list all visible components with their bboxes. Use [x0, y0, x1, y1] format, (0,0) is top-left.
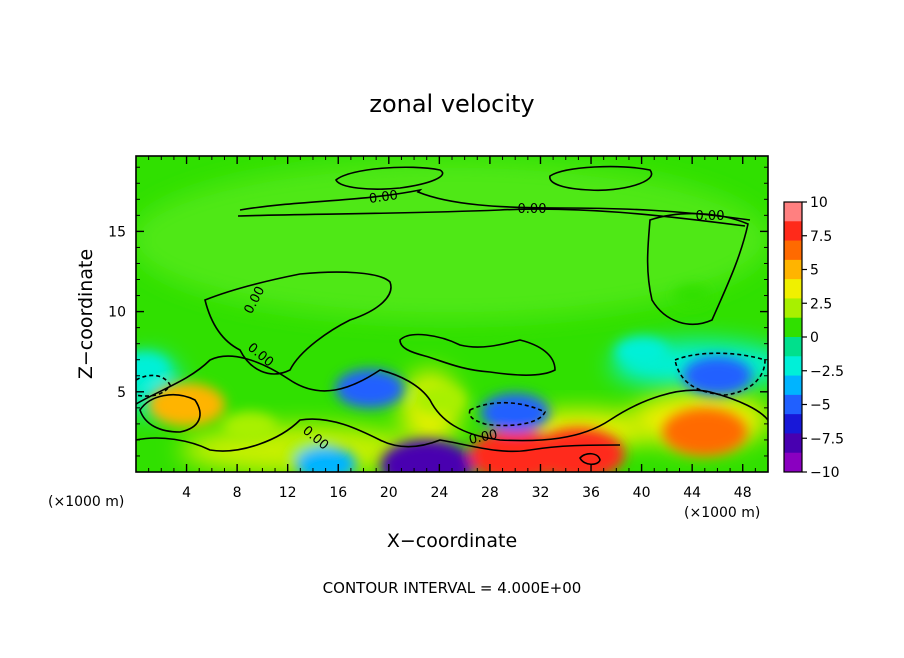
- x-tick-label: 40: [633, 485, 651, 501]
- colorbar-tick-label: −5: [810, 398, 831, 414]
- colorbar-swatch: [784, 375, 802, 396]
- field-feature: [223, 411, 277, 443]
- colorbar-swatch: [784, 279, 802, 299]
- x-tick-label: 24: [430, 485, 448, 501]
- field-feature: [335, 369, 405, 409]
- x-tick-label: 36: [582, 485, 600, 501]
- contour-red-left: [139, 394, 201, 433]
- x-axis-title: X−coordinate: [387, 530, 517, 552]
- x-tick-label: 8: [233, 485, 242, 501]
- colorbar-tick-label: 10: [810, 195, 828, 211]
- chart-title: zonal velocity: [369, 90, 534, 118]
- field-upper-light: [136, 160, 768, 320]
- x-tick-label: 4: [182, 485, 191, 501]
- colorbar-tick-label: 5: [810, 263, 819, 279]
- colorbar-tick-label: −7.5: [810, 431, 844, 447]
- x-unit-left: (×1000 m): [48, 494, 124, 510]
- colorbar-tick-label: −10: [810, 465, 840, 481]
- colorbar-swatch: [784, 202, 802, 222]
- y-tick-label: 15: [108, 224, 126, 240]
- contour-label: 0.00: [468, 427, 499, 448]
- x-tick-label: 20: [380, 485, 398, 501]
- colorbar-swatch: [784, 317, 802, 338]
- x-tick-label: 12: [279, 485, 297, 501]
- x-tick-label: 16: [329, 485, 347, 501]
- contour-lower-band: [136, 355, 768, 442]
- contour-lines: [136, 165, 768, 466]
- colorbar-swatch: [784, 394, 802, 415]
- y-axis-title: Z−coordinate: [75, 249, 97, 379]
- colorbar-tick-label: 7.5: [810, 229, 832, 245]
- colorbar-swatch: [784, 298, 802, 319]
- contour-red-spot: [579, 452, 601, 466]
- field-feature: [380, 439, 473, 472]
- colorbar-swatch: [784, 452, 802, 473]
- colorbar-tick-label: 2.5: [810, 296, 832, 312]
- feature-blobs: [136, 284, 752, 472]
- field-feature: [682, 356, 752, 396]
- contour-negative-right: [674, 352, 766, 396]
- colorbar: 10 7.5 5 2.5 0 −2.5 −5 −7.5 −10: [783, 195, 844, 481]
- field-feature: [148, 382, 225, 427]
- x-tick-label: 48: [734, 485, 752, 501]
- contour-negative-left: [136, 374, 171, 397]
- colorbar-swatch: [784, 356, 802, 377]
- colorbar-swatch: [784, 259, 802, 280]
- field-feature: [662, 407, 748, 456]
- colorbar-swatch: [784, 337, 802, 357]
- x-unit-right: (×1000 m): [684, 505, 760, 521]
- field-feature: [295, 446, 357, 472]
- contour-upper-right: [549, 165, 653, 192]
- colorbar-swatch: [784, 221, 802, 242]
- colorbar-tick-label: −2.5: [810, 364, 844, 380]
- contour-mid-region: [204, 271, 392, 375]
- y-tick-label: 5: [117, 385, 126, 401]
- field-feature: [614, 336, 669, 367]
- contour-bottom-band: [136, 418, 621, 453]
- colorbar-swatch: [784, 414, 802, 434]
- contour-label: 0.00: [518, 202, 547, 217]
- contour-right-lobe: [646, 212, 749, 325]
- plot-area: [136, 156, 768, 472]
- contour-upper-left: [335, 166, 444, 190]
- x-tick-label: 32: [532, 485, 550, 501]
- colorbar-swatch: [784, 240, 802, 261]
- contour-negative-center: [468, 401, 547, 427]
- contour-label: 0.00: [696, 209, 725, 224]
- contour-zero-line: [239, 188, 751, 221]
- y-axis: 5 10 15: [108, 166, 768, 457]
- x-axis: 4 8 12 16 20 24 28 32 36 40 44 48: [148, 156, 756, 501]
- contour-dip-center: [399, 333, 556, 376]
- y-tick-label: 10: [108, 305, 126, 321]
- field-feature: [673, 284, 712, 307]
- contour-label: 0.00: [368, 188, 399, 207]
- colorbar-swatch: [784, 433, 802, 454]
- contour-interval-note: CONTOUR INTERVAL = 4.000E+00: [323, 579, 582, 597]
- field-feature: [136, 352, 170, 383]
- field-feature: [412, 384, 467, 415]
- x-tick-label: 28: [481, 485, 499, 501]
- colorbar-tick-label: 0: [810, 330, 819, 346]
- field-feature: [480, 393, 550, 433]
- x-tick-label: 44: [683, 485, 701, 501]
